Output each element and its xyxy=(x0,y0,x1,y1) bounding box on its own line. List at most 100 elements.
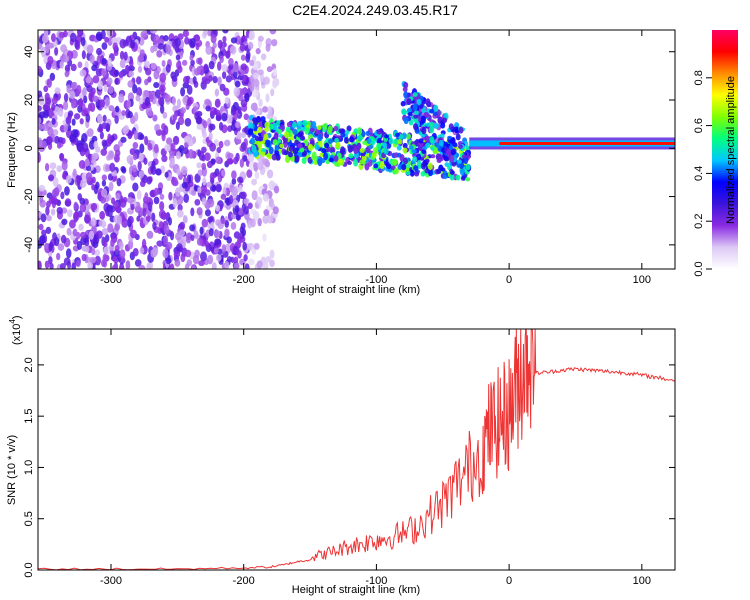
spectrogram-noise-cell xyxy=(89,54,95,64)
spectrogram-noise-cell xyxy=(141,238,147,249)
spectrogram-noise-cell xyxy=(112,42,118,51)
spectrogram-noise-cell xyxy=(119,264,125,269)
spectrogram-noise-cell xyxy=(116,215,122,225)
spectrogram-signal-cell xyxy=(412,92,418,97)
spectrogram-signal-cell xyxy=(355,144,361,152)
spectrogram-noise-cell xyxy=(239,43,246,52)
spectrogram-noise-cell xyxy=(133,130,139,141)
spectrogram-signal-cell xyxy=(447,135,453,140)
spectrogram-noise-cell xyxy=(69,90,76,99)
spectrogram-signal-cell xyxy=(292,121,298,128)
spectrogram-signal-cell xyxy=(412,156,418,163)
spectrogram-noise-cell xyxy=(204,209,212,217)
spectrogram-signal-cell xyxy=(327,125,333,133)
spectrogram-noise-cell xyxy=(212,42,217,49)
spectrogram-noise-cell xyxy=(182,30,190,38)
spectrogram-noise-cell xyxy=(118,70,124,79)
spectrogram-signal-cell xyxy=(459,167,465,176)
spectrogram-noise-cell xyxy=(226,236,232,244)
spectrogram-noise-cell xyxy=(60,234,67,244)
spectrogram-noise-cell xyxy=(71,118,76,126)
spectrogram-noise-cell xyxy=(82,87,87,97)
spectrogram-noise-cell xyxy=(38,152,41,163)
spectrogram-noise-cell xyxy=(51,117,56,125)
spectrogram-noise-cell xyxy=(207,198,215,208)
spectrogram-signal-cell xyxy=(258,136,264,142)
spectrogram-noise-cell xyxy=(179,221,186,230)
spectrogram-noise-cell xyxy=(85,113,91,123)
spectrogram-noise-cell xyxy=(247,202,253,210)
spectrogram-noise-cell xyxy=(98,219,103,227)
spectrogram-noise-cell xyxy=(45,200,51,208)
spectrogram-noise-cell xyxy=(126,154,134,165)
spectrogram-signal-cell xyxy=(416,160,422,168)
spectrogram-signal-cell xyxy=(292,128,298,136)
spectrogram-signal-cell xyxy=(376,129,382,135)
spectrogram-signal-cell xyxy=(420,161,426,170)
spectrogram-noise-cell xyxy=(175,54,181,61)
spectrogram-noise-cell xyxy=(159,104,165,114)
spectrogram-noise-cell xyxy=(101,227,109,236)
spectrogram-noise-cell xyxy=(76,175,81,186)
spectrogram-noise-cell xyxy=(132,153,138,161)
spectrogram-noise-cell xyxy=(205,45,213,55)
spectrogram-noise-cell xyxy=(213,107,218,116)
spectrogram-noise-cell xyxy=(70,63,77,72)
spectrogram-noise-cell xyxy=(231,170,237,180)
spectrogram-noise-cell xyxy=(165,137,173,145)
spectrogram-signal-cell xyxy=(357,127,363,136)
spectrogram-signal-cell xyxy=(432,111,438,116)
spectrogram-noise-cell xyxy=(100,188,108,198)
spectrogram-noise-cell xyxy=(92,75,100,84)
spectrogram-y-ticks: -40 -20 0 20 40 xyxy=(23,46,675,253)
spectrogram-noise-cell xyxy=(139,247,145,254)
snr-x-axis-label: Height of straight line (km) xyxy=(292,584,420,596)
spectrogram-noise-cell xyxy=(192,76,197,85)
spectrogram-noise-cell xyxy=(196,123,204,130)
spectrogram-noise-cell xyxy=(252,89,259,98)
spectrogram-noise-cell xyxy=(196,237,203,246)
spectrogram-noise-cell xyxy=(243,113,250,121)
spectrogram-noise-cell xyxy=(49,72,56,81)
spectrogram-x-axis-label: Height of straight line (km) xyxy=(292,284,420,296)
spectrogram-cells xyxy=(38,30,675,269)
spectrogram-noise-cell xyxy=(107,86,114,94)
spectrogram-signal-cell xyxy=(429,136,435,144)
spectrogram-noise-cell xyxy=(127,131,133,140)
spectrogram-signal-cell xyxy=(252,117,258,123)
spectrogram-signal-cell xyxy=(438,139,444,147)
svg-text:(x104): (x104) xyxy=(8,315,23,345)
spectrogram-noise-cell xyxy=(190,59,195,66)
spectrogram-noise-cell xyxy=(263,76,271,85)
spectrogram-noise-cell xyxy=(40,46,47,56)
spectrogram-noise-cell xyxy=(173,250,181,258)
spectrogram-noise-cell xyxy=(205,105,211,112)
spectrogram-noise-cell xyxy=(242,75,247,83)
spectrogram-noise-cell xyxy=(120,136,127,143)
spectrogram-noise-cell xyxy=(224,220,230,228)
spectrogram-noise-cell xyxy=(122,126,129,135)
spectrogram-noise-cell xyxy=(132,182,139,192)
spectrogram-noise-cell xyxy=(90,202,98,211)
spectrogram-noise-cell xyxy=(215,156,222,165)
spectrogram-noise-cell xyxy=(222,30,229,34)
spectrogram-signal-cell xyxy=(396,145,402,151)
spectrogram-noise-cell xyxy=(172,198,178,208)
spectrogram-signal-cell xyxy=(249,137,255,145)
spectrogram-noise-cell xyxy=(95,181,100,190)
spectrogram-noise-cell xyxy=(178,229,185,237)
spectrogram-noise-cell xyxy=(256,260,263,269)
spectrogram-noise-cell xyxy=(86,85,93,93)
spectrogram-noise-cell xyxy=(127,239,134,250)
spectrogram-noise-cell xyxy=(41,34,49,43)
spectrogram-signal-cell xyxy=(288,146,294,152)
spectrogram-signal-cell xyxy=(251,144,257,153)
spectrogram-noise-cell xyxy=(103,84,108,93)
spectrogram-noise-cell xyxy=(177,209,184,218)
spectrogram-noise-cell xyxy=(177,116,185,126)
spectrogram-noise-cell xyxy=(150,45,155,54)
spectrogram-noise-cell xyxy=(240,63,247,71)
spectrogram-noise-cell xyxy=(224,228,230,238)
spectrogram-noise-cell xyxy=(38,123,44,131)
spectrogram-noise-cell xyxy=(41,229,47,236)
